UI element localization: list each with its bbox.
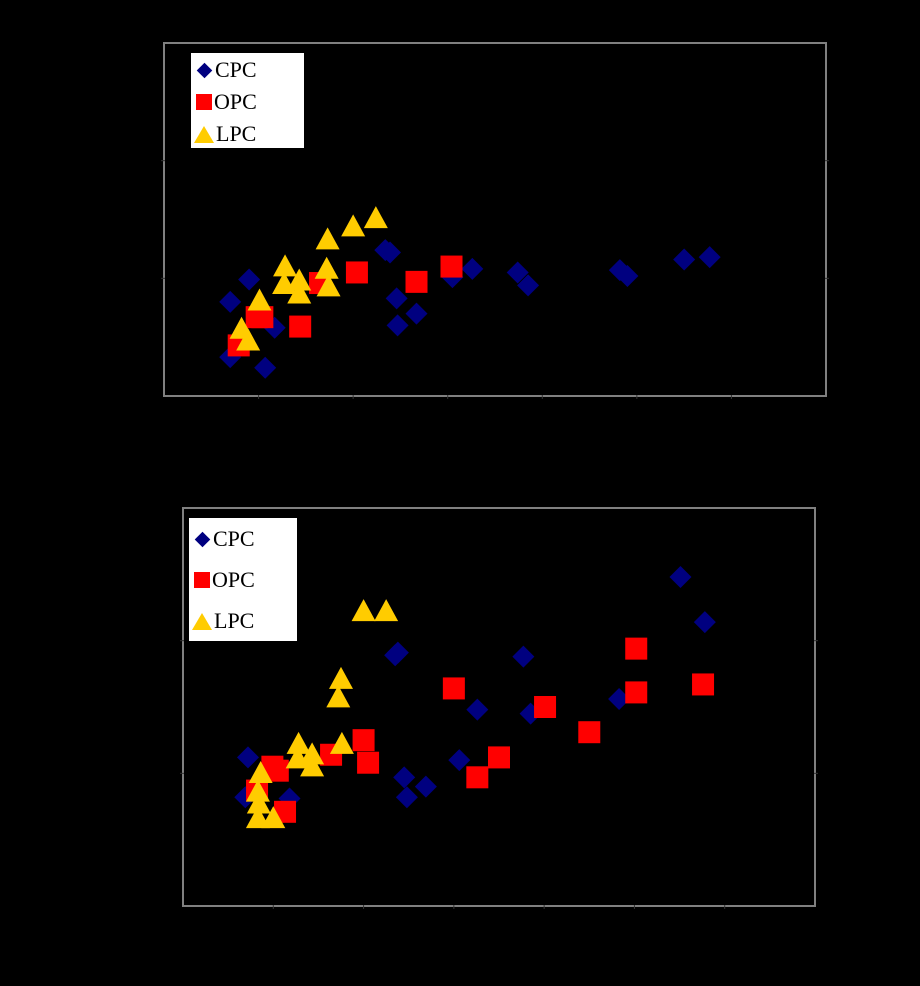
legend-item-lpc: LPC [191,120,256,148]
data-point-diamond [393,766,416,789]
data-point-square [578,721,601,744]
data-point-diamond [219,290,242,313]
data-point-square [625,637,648,660]
data-point-triangle [300,754,325,777]
data-point-square [274,800,297,823]
chart-bottom [180,507,818,909]
legend-label-cpc: CPC [213,526,255,551]
data-point-triangle [245,779,270,802]
data-point-diamond [693,611,716,634]
data-point-diamond [237,746,260,769]
data-point-triangle [287,281,312,304]
data-point-triangle [286,731,311,754]
data-point-triangle [363,206,388,229]
data-point-diamond [379,241,402,264]
data-point-diamond [673,248,696,271]
legend-item-cpc: CPC [191,56,257,84]
diamond-icon [196,62,213,78]
legend-bottom-chart: CPC OPC LPC [188,517,298,642]
legend-item-opc: OPC [189,566,255,594]
legend-label-lpc: LPC [214,608,255,633]
data-point-diamond [608,688,631,711]
series-cpc [234,565,716,810]
data-point-square [357,751,380,774]
data-point-triangle [326,685,351,708]
diamond-icon [194,531,211,547]
triangle-icon [194,125,214,143]
data-point-square [289,315,312,338]
data-point-triangle [248,761,273,784]
series-lpc [229,206,388,351]
legend-top-chart: CPC OPC LPC [190,52,305,149]
data-point-diamond [238,268,261,291]
triangle-icon [192,612,212,630]
plot-frame [163,42,827,397]
data-point-triangle [300,742,325,765]
data-point-diamond [512,645,535,668]
data-point-square [352,729,375,752]
data-point-square [625,681,648,704]
legend-label-cpc: CPC [215,57,257,82]
square-icon [194,572,210,588]
data-point-diamond [698,246,721,269]
data-point-square [345,261,368,284]
data-point-triangle [245,806,270,829]
legend-label-lpc: LPC [216,121,257,146]
data-point-triangle [261,806,286,829]
data-point-triangle [341,214,366,237]
data-point-square [534,696,557,718]
data-point-triangle [314,256,339,279]
data-point-square [251,306,274,329]
data-point-diamond [448,749,471,772]
data-point-diamond [517,274,540,297]
legend-item-lpc: LPC [189,607,254,635]
data-point-diamond [414,775,437,798]
data-point-square [488,746,510,769]
data-point-triangle [247,288,272,311]
data-point-diamond [616,264,639,287]
series-lpc [245,599,399,829]
data-point-diamond [386,641,409,664]
data-point-diamond [254,356,277,379]
data-point-diamond [669,565,692,588]
data-point-square [266,759,289,782]
data-point-triangle [329,666,353,689]
data-point-triangle [316,274,341,297]
legend-label-opc: OPC [214,89,257,114]
data-point-diamond [386,314,409,337]
data-point-diamond [395,786,418,809]
data-point-triangle [236,328,261,351]
series-cpc [219,239,721,379]
data-point-diamond [385,287,408,310]
data-point-triangle [273,254,298,277]
legend-item-cpc: CPC [189,525,255,553]
legend-label-opc: OPC [212,567,255,592]
legend-item-opc: OPC [191,88,257,116]
plot-frame [182,507,816,907]
data-point-diamond [506,261,529,284]
data-point-triangle [329,731,354,754]
square-icon [196,94,212,110]
data-point-square [692,673,715,696]
data-point-square [405,270,428,293]
series-opc [246,637,715,823]
data-point-triangle [315,227,340,250]
data-point-square [440,255,463,278]
data-point-square [442,677,465,700]
data-point-diamond [461,257,484,280]
data-point-triangle [246,791,271,814]
data-point-square [466,766,489,789]
data-point-diamond [466,698,489,721]
chart-top [161,42,829,399]
data-point-diamond [405,302,428,325]
data-point-triangle [287,268,312,291]
data-point-triangle [351,599,376,622]
data-point-triangle [374,599,399,622]
